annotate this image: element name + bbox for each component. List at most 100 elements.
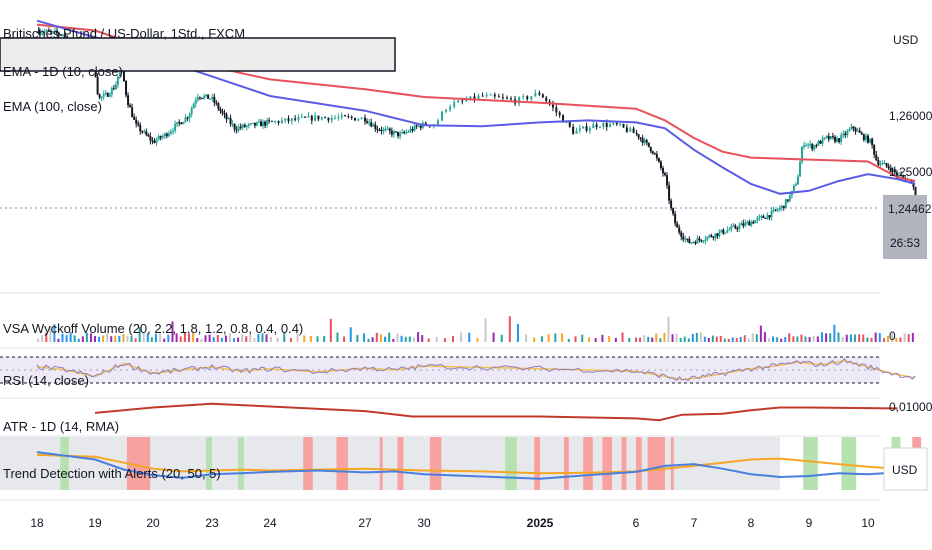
volume-bar <box>841 336 844 342</box>
currency-button-bottom[interactable] <box>883 447 928 491</box>
candle-body <box>174 124 177 131</box>
trend-slow-line[interactable] <box>36 453 916 475</box>
legend-ema-100[interactable]: EMA (100, close) <box>3 99 102 114</box>
candle-body <box>407 131 410 133</box>
legend-rsi[interactable]: RSI (14, close) <box>3 373 89 388</box>
candle-body <box>897 174 900 176</box>
candle-body <box>522 96 525 98</box>
volume-bar <box>735 337 738 342</box>
candle-body <box>772 209 775 211</box>
candle-body <box>754 220 757 224</box>
legend-vsa-volume[interactable]: VSA Wyckoff Volume (20, 2.2, 1.8, 1.2, 0… <box>3 321 303 336</box>
candle-body <box>668 185 671 201</box>
candle-body <box>110 88 113 95</box>
volume-bar <box>870 337 873 342</box>
legend-atr[interactable]: ATR - 1D (14, RMA) <box>3 419 119 434</box>
candle-body <box>766 215 769 219</box>
candle-body <box>161 136 164 138</box>
rsi-ma-line[interactable] <box>36 360 916 381</box>
candle-body <box>788 195 791 201</box>
candle-body <box>784 199 787 209</box>
countdown-label: 26:53 <box>890 236 920 250</box>
time-axis-tick: 9 <box>806 516 813 530</box>
candlestick-series[interactable] <box>37 26 917 246</box>
candle-body <box>153 140 156 143</box>
volume-bar <box>216 334 219 342</box>
candle-body <box>770 210 773 218</box>
candle-body <box>223 112 226 115</box>
candle-body <box>811 143 814 150</box>
volume-bar <box>796 336 799 342</box>
candle-body <box>184 117 187 123</box>
candle-body <box>825 135 828 138</box>
candle-body <box>558 112 561 116</box>
candle-body <box>457 100 460 103</box>
volume-bar <box>784 336 787 342</box>
volume-bar <box>392 338 395 342</box>
volume-bar <box>163 338 166 342</box>
trend-bear-zone <box>429 437 442 490</box>
legend-box[interactable] <box>0 37 396 72</box>
volume-bar <box>639 337 642 342</box>
legend-ema-10[interactable]: EMA - 1D (10, close) <box>3 64 123 79</box>
atr-line[interactable] <box>94 402 898 422</box>
candle-body <box>575 130 578 134</box>
candle-body <box>724 232 727 234</box>
volume-bar <box>159 333 162 342</box>
volume-bar <box>525 334 528 342</box>
time-axis-tick: 8 <box>748 516 755 530</box>
candle-body <box>243 124 246 128</box>
volume-bar <box>614 337 617 342</box>
candle-body <box>104 93 107 95</box>
candle-body <box>388 128 391 131</box>
trend-fast-line[interactable] <box>36 451 916 480</box>
candle-body <box>534 92 537 97</box>
volume-bar <box>767 338 770 342</box>
candle-body <box>403 132 406 134</box>
candle-body <box>297 117 300 120</box>
volume-bar <box>659 338 662 342</box>
candle-body <box>612 122 615 125</box>
volume-bar <box>77 338 80 342</box>
volume-bar <box>792 336 795 342</box>
candle-body <box>112 88 115 90</box>
candle-body <box>744 222 747 226</box>
candle-body <box>290 118 293 122</box>
volume-bar <box>587 337 590 342</box>
candle-body <box>752 221 755 224</box>
candle-body <box>850 126 853 130</box>
rsi-line[interactable] <box>36 358 916 382</box>
volume-bar <box>443 338 446 342</box>
candle-body <box>764 217 767 219</box>
volume-bar <box>421 335 424 342</box>
candle-body <box>551 104 554 108</box>
volume-bar <box>655 333 658 342</box>
legend-trend-detection[interactable]: Trend Detection with Alerts (20, 50, 5) <box>3 466 221 481</box>
candle-body <box>858 130 861 133</box>
candle-body <box>205 94 208 96</box>
volume-bar <box>367 338 370 342</box>
candle-body <box>710 235 713 237</box>
time-axis[interactable]: 18 19 20 23 24 27 30 2025 6 7 8 9 10 <box>30 516 875 530</box>
currency-label-bottom[interactable]: USD <box>892 463 918 477</box>
volume-bars[interactable] <box>37 316 914 342</box>
candle-body <box>799 162 802 177</box>
candle-body <box>714 233 717 238</box>
candle-body <box>419 125 422 128</box>
volume-bar <box>396 333 399 342</box>
candle-body <box>300 116 303 118</box>
candle-body <box>260 121 263 127</box>
candle-body <box>116 76 119 85</box>
volume-bar <box>874 332 877 342</box>
candle-body <box>241 124 244 128</box>
volume-bar <box>126 335 129 342</box>
candle-body <box>637 134 640 138</box>
volume-bar <box>715 336 718 342</box>
candle-body <box>330 117 333 121</box>
volume-bar <box>776 337 779 342</box>
candle-body <box>510 98 512 100</box>
candle-body <box>829 136 832 140</box>
candle-body <box>815 145 818 147</box>
candle-body <box>605 123 608 127</box>
